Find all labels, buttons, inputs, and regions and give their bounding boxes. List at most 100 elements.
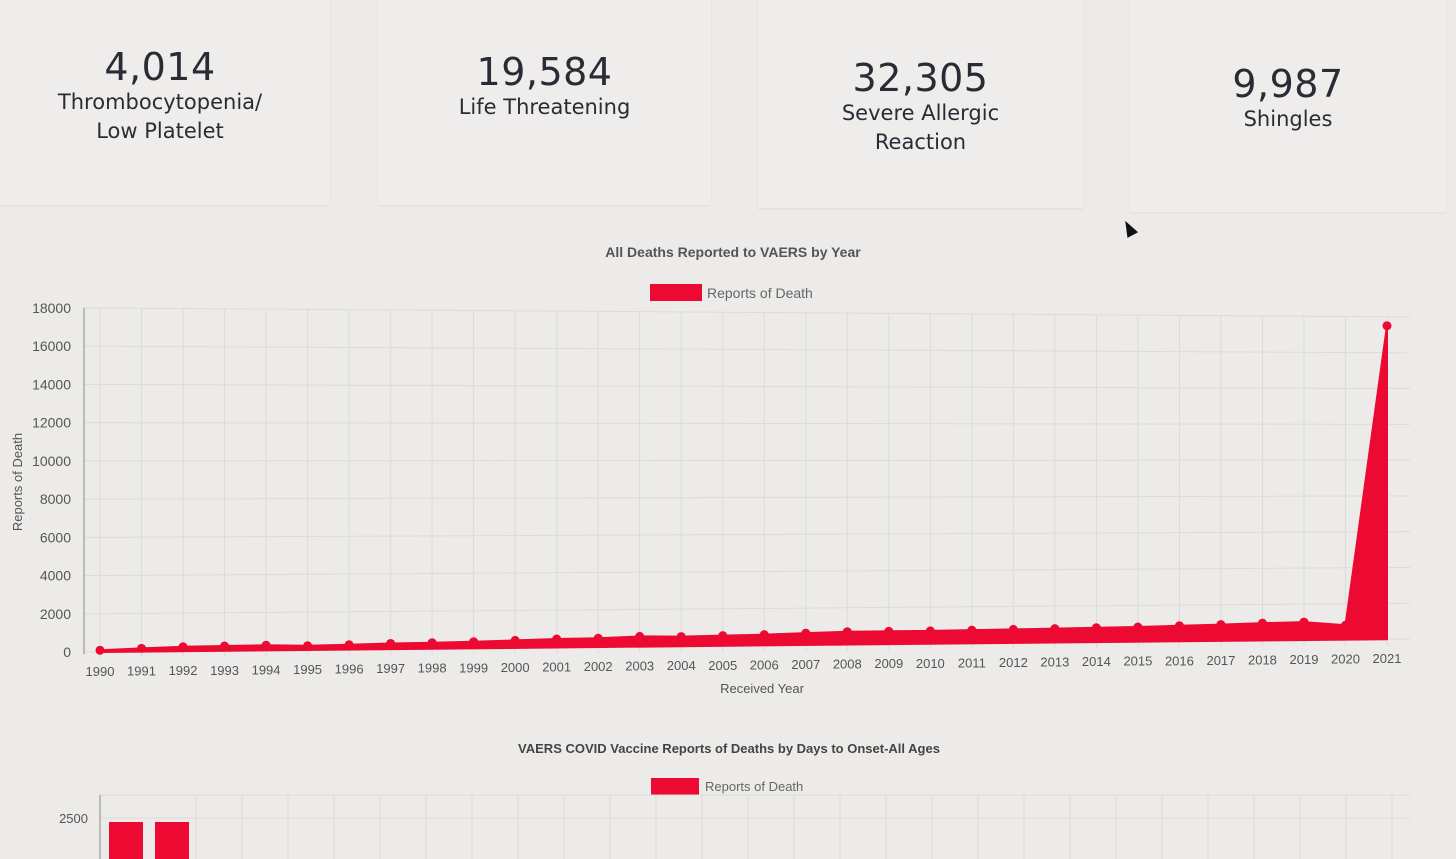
stat-value: 9,987 — [1232, 62, 1344, 106]
x-tick-label: 2015 — [1123, 654, 1152, 669]
data-point[interactable] — [178, 642, 188, 652]
x-tick-label: 1994 — [252, 662, 281, 677]
x-tick-label: 2009 — [874, 656, 903, 671]
y-tick-label: 2500 — [59, 811, 88, 826]
x-tick-label: 2020 — [1331, 652, 1360, 667]
data-point[interactable] — [1382, 321, 1392, 331]
y-tick-label: 14000 — [32, 376, 71, 392]
x-axis-label: Received Year — [720, 681, 805, 696]
grid-line-horizontal — [83, 531, 1411, 538]
stat-value: 19,584 — [476, 50, 613, 94]
chart-title: All Deaths Reported to VAERS by Year — [605, 244, 861, 260]
data-point[interactable] — [469, 637, 479, 647]
series-bars — [109, 822, 189, 859]
x-tick-label: 2004 — [667, 658, 696, 673]
grid-line-horizontal — [83, 383, 1411, 390]
grid-lines — [83, 307, 1411, 658]
stat-label: Life Threatening — [458, 95, 631, 119]
data-point[interactable] — [552, 634, 562, 644]
series-points — [95, 321, 1392, 655]
data-point[interactable] — [801, 628, 811, 638]
stat-label: Severe Allergic Reaction — [841, 101, 1000, 154]
data-point[interactable] — [718, 631, 728, 641]
bar[interactable] — [155, 822, 189, 859]
data-point[interactable] — [1091, 623, 1101, 633]
data-point[interactable] — [676, 632, 686, 642]
x-tick-label: 2016 — [1165, 653, 1194, 668]
bar[interactable] — [109, 822, 143, 859]
x-tick-label: 1990 — [86, 664, 115, 679]
legend-label[interactable]: Reports of Death — [707, 285, 813, 301]
x-tick-label: 2018 — [1248, 652, 1277, 667]
legend-label[interactable]: Reports of Death — [705, 779, 803, 794]
data-point[interactable] — [842, 627, 852, 637]
x-tick-label: 1997 — [376, 661, 405, 676]
data-point[interactable] — [1133, 622, 1143, 632]
data-point[interactable] — [427, 638, 437, 648]
y-axis-ticks: 0 2000 4000 6000 8000 10000 12000 14000 16000 180… — [32, 300, 71, 660]
x-tick-label: 2019 — [1290, 652, 1319, 667]
y-axis-ticks: 2500 — [59, 811, 88, 826]
grid-line-horizontal — [83, 602, 1411, 615]
chart-title: VAERS COVID Vaccine Reports of Deaths by… — [518, 741, 940, 756]
y-tick-label: 0 — [63, 644, 71, 660]
y-tick-label: 10000 — [32, 453, 71, 469]
stat-label: Shingles — [1243, 107, 1333, 131]
x-tick-label: 1999 — [459, 660, 488, 675]
x-tick-label: 2005 — [708, 658, 737, 673]
x-tick-label: 2011 — [958, 655, 986, 670]
legend-swatch[interactable] — [651, 778, 699, 795]
x-tick-label: 2017 — [1206, 653, 1235, 668]
x-axis-ticks: 1990 1991 1992 1993 1994 1995 1996 1997 1998 1999… — [86, 651, 1402, 679]
data-point[interactable] — [1050, 624, 1060, 634]
y-tick-label: 4000 — [40, 568, 71, 584]
x-tick-label: 2002 — [584, 659, 613, 674]
data-point[interactable] — [884, 626, 894, 636]
x-tick-label: 1991 — [127, 664, 156, 679]
x-tick-label: 1993 — [210, 663, 239, 678]
y-tick-label: 16000 — [32, 338, 71, 354]
grid-line-horizontal — [83, 495, 1411, 500]
data-point[interactable] — [1216, 620, 1226, 630]
x-tick-label: 2010 — [916, 656, 945, 671]
data-point[interactable] — [635, 631, 645, 641]
stat-card-life-threatening: 19,584 Life Threatening — [378, 0, 711, 205]
data-point[interactable] — [510, 635, 520, 645]
x-tick-label: 1995 — [293, 662, 322, 677]
data-point[interactable] — [1174, 621, 1184, 631]
series-area — [99, 324, 1388, 653]
data-point[interactable] — [1008, 624, 1018, 634]
data-point[interactable] — [1257, 618, 1267, 628]
stat-card-thrombocytopenia: 4,014 Thrombocytopenia/ Low Platelet — [0, 0, 330, 205]
data-point[interactable] — [1340, 620, 1350, 630]
data-point[interactable] — [967, 625, 977, 635]
series-area-fill — [99, 324, 1388, 653]
data-point[interactable] — [593, 633, 603, 643]
data-point[interactable] — [261, 640, 271, 650]
y-tick-label: 12000 — [32, 415, 71, 431]
y-tick-label: 18000 — [32, 300, 71, 316]
grid-line-horizontal — [83, 459, 1411, 462]
x-tick-label: 2001 — [542, 659, 571, 674]
x-tick-label: 2014 — [1082, 654, 1111, 669]
x-tick-label: 2008 — [833, 657, 862, 672]
grid-line-horizontal — [83, 422, 1411, 425]
x-tick-label: 2007 — [791, 657, 820, 672]
grid-line-horizontal — [83, 566, 1411, 577]
x-tick-label: 2012 — [999, 655, 1028, 670]
data-point[interactable] — [1299, 617, 1309, 627]
legend-swatch[interactable] — [650, 284, 702, 301]
data-point[interactable] — [759, 630, 769, 640]
data-point[interactable] — [386, 638, 396, 648]
data-point[interactable] — [303, 641, 313, 651]
x-tick-label: 2003 — [625, 659, 654, 674]
data-point[interactable] — [137, 643, 147, 653]
data-point[interactable] — [220, 641, 230, 651]
y-tick-label: 2000 — [40, 606, 71, 622]
data-point[interactable] — [95, 645, 105, 655]
x-tick-label: 1992 — [169, 663, 198, 678]
data-point[interactable] — [344, 640, 354, 650]
x-tick-label: 2021 — [1373, 651, 1402, 666]
data-point[interactable] — [925, 626, 935, 636]
grid-line-horizontal — [83, 307, 1411, 318]
